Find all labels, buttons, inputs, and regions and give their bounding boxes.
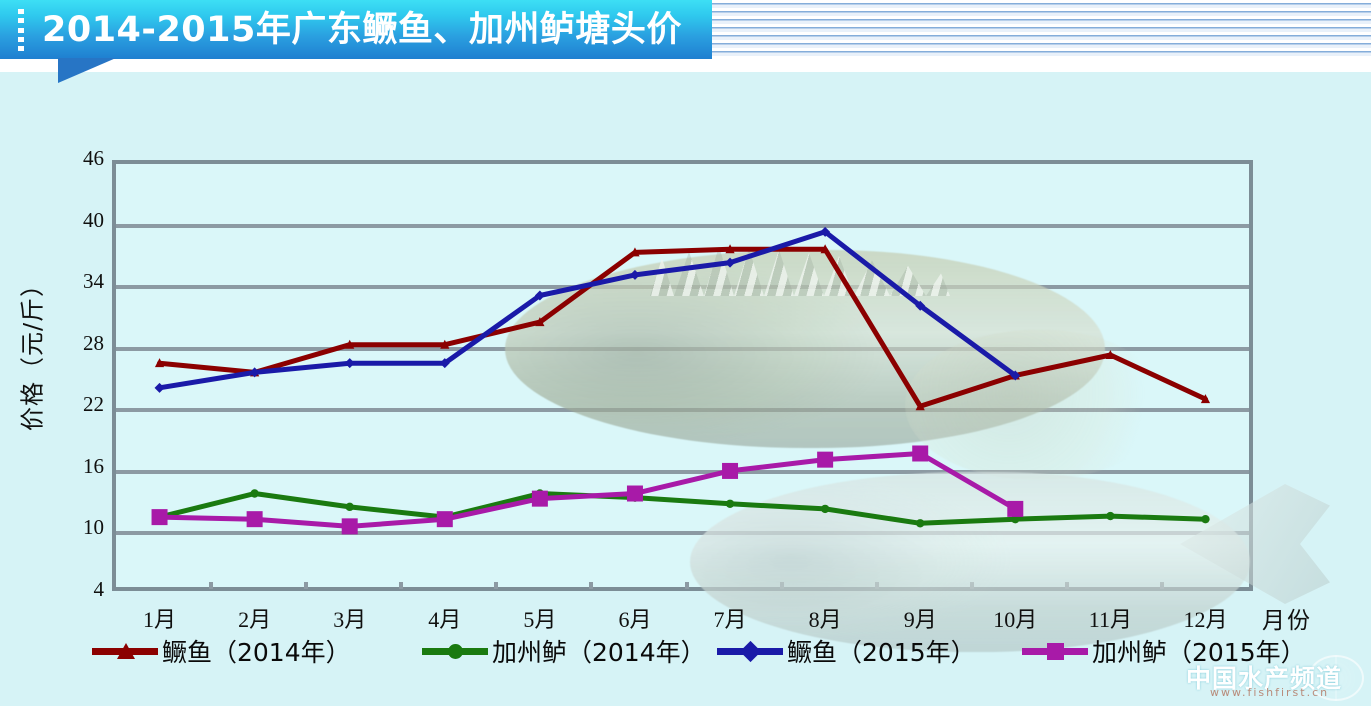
x-axis-tick-label: 10月 bbox=[993, 607, 1038, 632]
x-axis-title: 月份 bbox=[1262, 608, 1312, 634]
x-axis-tick-label: 5月 bbox=[523, 607, 557, 632]
legend-swatch-triangle-icon bbox=[92, 634, 158, 668]
x-axis-tick bbox=[209, 582, 214, 589]
legend-swatch-diamond-icon bbox=[717, 634, 783, 668]
title-tail-decoration bbox=[58, 58, 116, 83]
x-axis-tick bbox=[304, 582, 309, 589]
x-axis-tick-label: 8月 bbox=[808, 607, 842, 632]
legend-item[interactable]: 鳜鱼（2014年） bbox=[92, 634, 351, 668]
legend-item[interactable]: 加州鲈（2015年） bbox=[1022, 634, 1306, 668]
gridline bbox=[116, 531, 1249, 536]
x-axis-tick-label: 3月 bbox=[333, 607, 367, 632]
y-axis-tick-label: 4 bbox=[93, 577, 105, 601]
gridline bbox=[116, 285, 1249, 290]
y-axis-title: 价格（元/斤） bbox=[18, 271, 47, 432]
legend-item[interactable]: 鳜鱼（2015年） bbox=[717, 634, 976, 668]
x-axis-tick bbox=[1159, 582, 1164, 589]
header-band: 2014-2015年广东鳜鱼、加州鲈塘头价 bbox=[0, 0, 1371, 83]
legend-label: 加州鲈（2014年） bbox=[492, 638, 706, 667]
page-title: 2014-2015年广东鳜鱼、加州鲈塘头价 bbox=[42, 10, 682, 50]
x-axis-tick bbox=[969, 582, 974, 589]
x-axis-tick-label: 11月 bbox=[1088, 607, 1132, 632]
x-axis-tick-label: 2月 bbox=[238, 607, 272, 632]
y-axis-labels: 4 10 16 22 28 34 40 46 bbox=[48, 72, 104, 706]
y-axis-tick-label: 22 bbox=[83, 392, 104, 417]
gridline bbox=[116, 346, 1249, 351]
chart-legend: 鳜鱼（2014年） 加州鲈（2014年） 鳜鱼（2015年） 加州鲈（2015年） bbox=[92, 634, 1306, 674]
gridline bbox=[116, 469, 1249, 474]
title-plate: 2014-2015年广东鳜鱼、加州鲈塘头价 bbox=[0, 0, 712, 59]
legend-label: 鳜鱼（2015年） bbox=[787, 638, 976, 667]
x-axis-tick bbox=[684, 582, 689, 589]
x-axis-tick-label: 9月 bbox=[903, 607, 937, 632]
x-axis-tick-label: 6月 bbox=[618, 607, 652, 632]
header-decoration-lines bbox=[712, 0, 1371, 58]
y-axis-tick-label: 46 bbox=[83, 146, 104, 170]
y-axis-tick-label: 40 bbox=[83, 207, 104, 232]
x-axis-tick bbox=[494, 582, 499, 589]
x-axis-tick bbox=[779, 582, 784, 589]
legend-label: 加州鲈（2015年） bbox=[1092, 638, 1306, 667]
y-axis-tick-label: 28 bbox=[83, 330, 104, 355]
x-axis-tick-label: 7月 bbox=[713, 607, 747, 632]
legend-item[interactable]: 加州鲈（2014年） bbox=[422, 634, 706, 668]
y-axis-tick-label: 34 bbox=[83, 269, 104, 294]
x-axis-tick-label: 1月 bbox=[143, 607, 177, 632]
legend-swatch-circle-icon bbox=[422, 634, 488, 668]
watermark-brand: 中国水产频道 bbox=[1186, 664, 1343, 693]
title-dots-decoration bbox=[18, 9, 25, 51]
watermark-url: www.fishfirst.cn bbox=[1210, 686, 1330, 699]
legend-label: 鳜鱼（2014年） bbox=[162, 638, 351, 667]
plot-frame bbox=[112, 160, 1253, 591]
y-axis-tick-label: 16 bbox=[83, 453, 104, 478]
globe-icon bbox=[1308, 655, 1364, 701]
x-axis-tick bbox=[1064, 582, 1069, 589]
x-axis-tick bbox=[589, 582, 594, 589]
x-axis-tick bbox=[874, 582, 879, 589]
legend-swatch-square-icon bbox=[1022, 634, 1088, 668]
site-watermark: 中国水产频道 www.fishfirst.cn bbox=[1186, 655, 1366, 703]
x-axis-tick bbox=[399, 582, 404, 589]
x-axis-tick-label: 4月 bbox=[428, 607, 462, 632]
x-axis-tick-label: 12月 bbox=[1183, 607, 1228, 632]
gridline bbox=[116, 223, 1249, 228]
chart-area: 4 10 16 22 28 34 40 46 价格（元/斤） 月份 鳜鱼（2014年） 加州鲈（… bbox=[0, 72, 1371, 706]
y-axis-tick-label: 10 bbox=[83, 515, 104, 540]
gridline bbox=[116, 408, 1249, 413]
